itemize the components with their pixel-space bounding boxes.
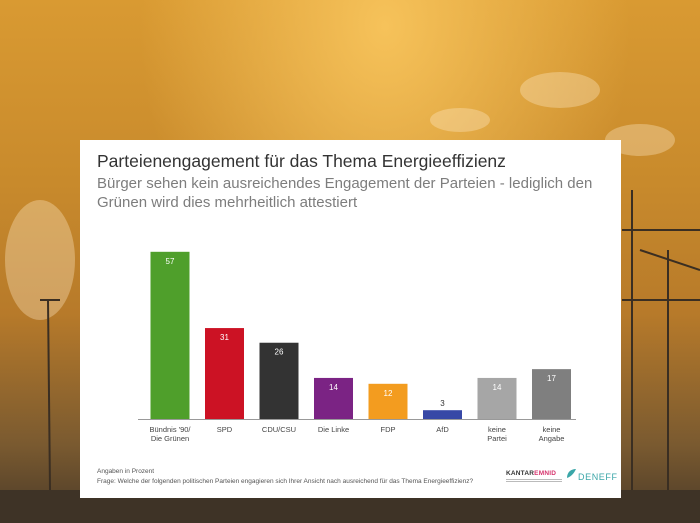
bar-value-label-1: 31 [220,333,229,342]
bar-5 [423,410,462,419]
category-label-4-0: FDP [381,425,396,434]
footnote-units: Angaben in Prozent [97,468,155,475]
category-label-6-0: keine [488,425,506,434]
bar-2 [259,342,299,419]
bar-value-label-0: 57 [166,257,175,266]
category-label-2-0: CDU/CSU [262,425,296,434]
category-label-6-1: Partei [487,434,507,443]
category-label-3-0: Die Linke [318,425,349,434]
bar-6 [477,377,517,419]
emnid-logo-text: EMNID [534,470,557,477]
bar-3 [314,377,353,419]
category-label-5-0: AfD [436,425,449,434]
chart-card: Parteienengagement für das Thema Energie… [80,140,621,498]
chart-title: Parteienengagement für das Thema Energie… [97,151,506,171]
category-label-7-1: Angabe [539,434,565,443]
category-label-7-0: keine [543,425,561,434]
bar-1 [205,328,244,419]
category-label-0-1: Die Grünen [151,434,189,443]
category-label-0-0: Bündnis '90/ [149,425,191,434]
chart-subtitle: Bürger sehen kein ausreichendes Engageme… [97,175,593,211]
footnote-question: Frage: Welche der folgenden politischen … [97,478,474,485]
bar-value-label-2: 26 [275,348,284,357]
deneff-logo-icon [567,469,576,478]
kantar-logo-sublines [506,479,562,484]
bar-value-label-5: 3 [440,399,445,408]
bar-value-label-6: 14 [493,383,502,392]
bar-7 [532,369,571,419]
bar-value-label-3: 14 [329,383,338,392]
kantar-emnid-logo: KANTAREMNID [506,470,556,477]
bar-value-label-4: 12 [384,389,393,398]
bar-value-label-7: 17 [547,374,556,383]
bar-0 [150,251,190,419]
bar-chart: 57 Bündnis '90/Die Grünen 31 SPD 26 CDU/CSU 14… [138,251,576,443]
bar-4 [368,383,408,419]
kantar-logo-text: KANTAR [506,470,535,477]
category-label-1-0: SPD [217,425,233,434]
deneff-logo-text: DENEFF [578,472,618,482]
